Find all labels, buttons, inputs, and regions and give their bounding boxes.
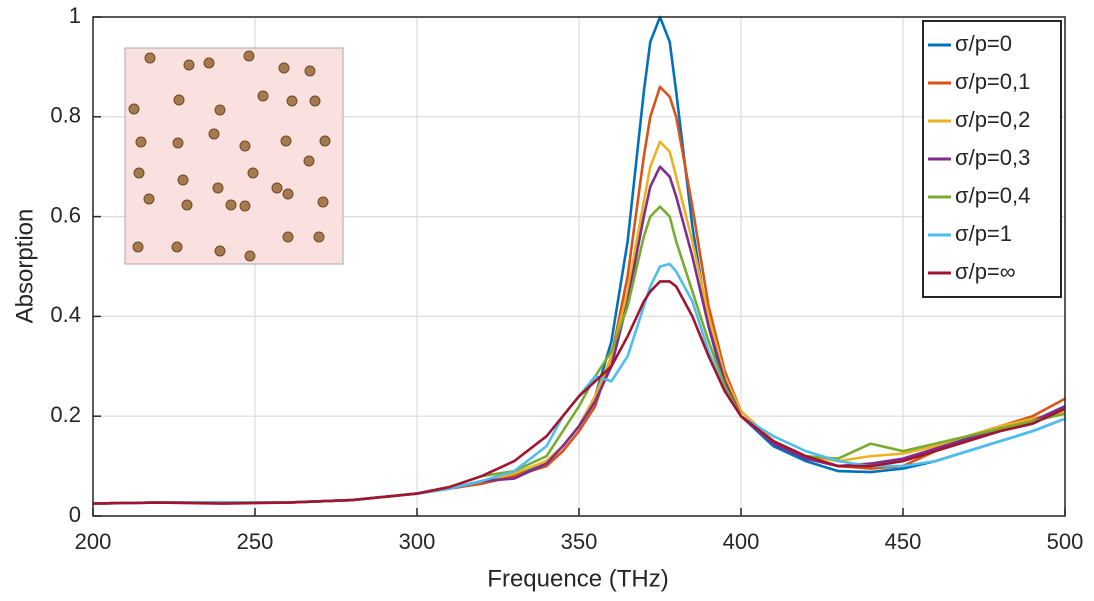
inset-dot bbox=[271, 182, 283, 194]
inset-dot bbox=[143, 193, 155, 205]
inset-dot bbox=[286, 95, 298, 107]
x-tick-label: 300 bbox=[399, 529, 436, 554]
inset-dot bbox=[243, 50, 255, 62]
inset-dot bbox=[183, 59, 195, 71]
inset-dot bbox=[317, 196, 329, 208]
legend-label: σ/p=0,1 bbox=[955, 69, 1030, 94]
inset-dot bbox=[303, 155, 315, 167]
inset-dot bbox=[257, 90, 269, 102]
x-tick-label: 250 bbox=[237, 529, 274, 554]
legend-label: σ/p=0,3 bbox=[955, 145, 1030, 170]
inset-dot bbox=[309, 95, 321, 107]
plot-frame bbox=[92, 16, 1066, 517]
inset-dot bbox=[225, 199, 237, 211]
y-tick-label: 0.6 bbox=[50, 202, 81, 227]
y-tick-label: 0.2 bbox=[50, 402, 81, 427]
inset-dot bbox=[172, 137, 184, 149]
y-axis-label: Absorption bbox=[11, 209, 38, 324]
legend-label: σ/p=∞ bbox=[955, 259, 1015, 284]
x-tick-label: 500 bbox=[1047, 529, 1084, 554]
inset-dot bbox=[144, 52, 156, 64]
inset-dot bbox=[239, 140, 251, 152]
legend-label: σ/p=0,2 bbox=[955, 107, 1030, 132]
inset-dot bbox=[280, 135, 292, 147]
inset-dot bbox=[239, 200, 251, 212]
inset-panel bbox=[124, 47, 344, 265]
inset-dot bbox=[177, 174, 189, 186]
legend-label: σ/p=0,4 bbox=[955, 183, 1030, 208]
inset-dot bbox=[133, 167, 145, 179]
inset-dot bbox=[214, 245, 226, 257]
inset-dot bbox=[208, 128, 220, 140]
y-tick-label: 0.8 bbox=[50, 103, 81, 128]
legend-label: σ/p=1 bbox=[955, 221, 1012, 246]
inset-dot bbox=[171, 241, 183, 253]
inset-dot bbox=[132, 241, 144, 253]
legend-label: σ/p=0 bbox=[955, 31, 1012, 56]
series-line bbox=[92, 280, 1066, 505]
inset-dot bbox=[212, 182, 224, 194]
inset-dot bbox=[181, 199, 193, 211]
x-tick-label: 350 bbox=[561, 529, 598, 554]
inset-dot bbox=[135, 136, 147, 148]
inset-dot bbox=[214, 104, 226, 116]
y-tick-label: 0 bbox=[69, 502, 81, 527]
x-tick-label: 400 bbox=[723, 529, 760, 554]
y-tick-label: 1 bbox=[69, 3, 81, 28]
y-tick-label: 0.4 bbox=[50, 302, 81, 327]
inset-dot bbox=[244, 250, 256, 262]
inset-dot bbox=[304, 65, 316, 77]
inset-dot bbox=[247, 167, 259, 179]
inset-dot bbox=[313, 231, 325, 243]
inset-dot bbox=[173, 94, 185, 106]
inset-dot bbox=[128, 103, 140, 115]
x-axis-label: Frequence (THz) bbox=[487, 565, 668, 592]
inset-dot bbox=[319, 135, 331, 147]
inset-dot bbox=[282, 188, 294, 200]
inset-dot bbox=[278, 62, 290, 74]
x-tick-label: 200 bbox=[75, 529, 112, 554]
inset-dot bbox=[203, 57, 215, 69]
inset-dot bbox=[282, 231, 294, 243]
x-tick-label: 450 bbox=[885, 529, 922, 554]
